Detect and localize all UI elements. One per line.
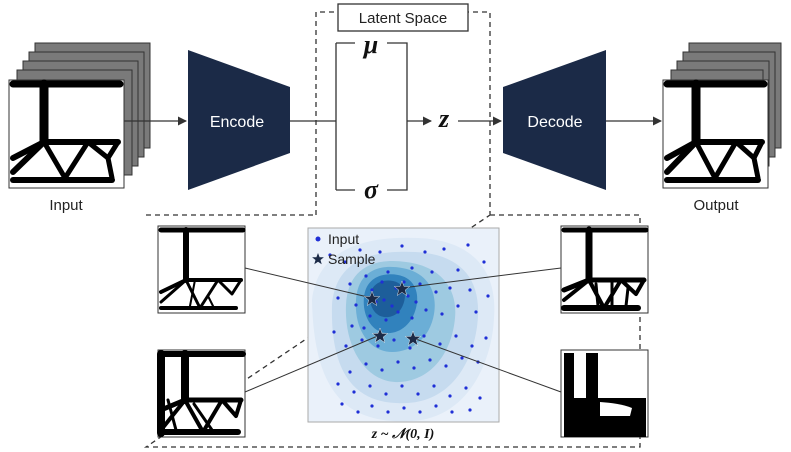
sample-thumbnail-bottom-right <box>560 349 649 438</box>
star-icon <box>371 327 389 343</box>
mu-symbol: μ <box>362 30 378 59</box>
input-label: Input <box>49 197 83 214</box>
z-symbol: z <box>438 104 450 133</box>
star-icon <box>393 280 411 296</box>
latent-space-region: Latent Space <box>143 3 641 448</box>
sampling-formula: z ~ 𝒩(0, I) <box>371 427 435 442</box>
encoder-label: Encode <box>210 114 264 131</box>
decoder-trapezoid <box>503 50 606 190</box>
output-stack: Output <box>662 42 782 214</box>
decoder-block: Decode <box>503 50 606 190</box>
star-icon <box>404 330 422 346</box>
output-label: Output <box>693 197 739 214</box>
input-stack: Input <box>8 42 151 214</box>
mu-sigma-bracket: μ σ <box>335 30 408 204</box>
structure-stack-icon <box>662 42 782 189</box>
output-structure-image <box>662 79 769 189</box>
sample-thumbnail-bottom-left <box>157 349 246 438</box>
sample-thumbnail-top-right <box>560 225 649 314</box>
sample-thumbnail-top-left <box>157 225 246 314</box>
structure-stack-icon <box>8 42 151 189</box>
encoded-input-points <box>328 243 490 414</box>
encoder-block: Encode <box>188 50 290 190</box>
latent-density-plot: Input Sample z ~ 𝒩(0, I) <box>307 227 500 442</box>
legend-input-label: Input <box>328 231 359 247</box>
decoder-label: Decode <box>527 114 582 131</box>
encoder-trapezoid <box>188 50 290 190</box>
latent-space-label: Latent Space <box>359 10 447 27</box>
sample-connectors <box>244 267 562 393</box>
star-icon <box>312 253 324 265</box>
sample-points <box>363 280 422 346</box>
legend-input-marker <box>315 236 321 242</box>
density-contours <box>312 237 495 422</box>
plot-legend: Input Sample <box>312 231 376 267</box>
star-icon <box>363 290 381 306</box>
legend-sample-label: Sample <box>328 251 376 267</box>
sigma-symbol: σ <box>364 175 379 204</box>
input-structure-image <box>8 79 125 189</box>
latent-space-label-box <box>337 3 469 32</box>
